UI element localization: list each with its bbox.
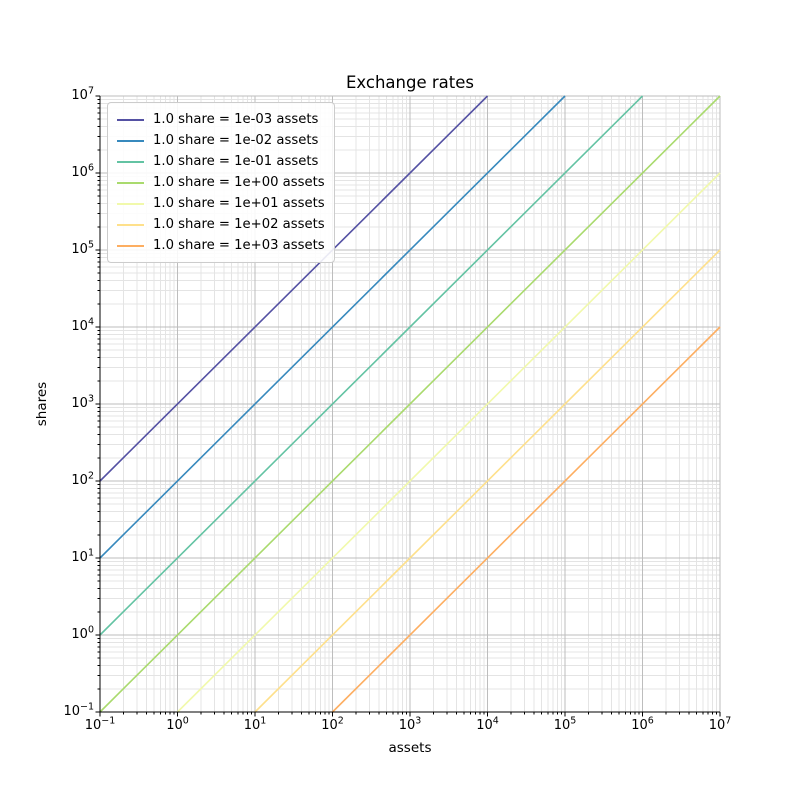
legend-entry-label: 1.0 share = 1e+03 assets [153, 238, 325, 253]
x-tick-label: 102 [321, 715, 344, 733]
legend-entry-label: 1.0 share = 1e+00 assets [153, 175, 325, 190]
legend-entry-label: 1.0 share = 1e-03 assets [153, 112, 319, 127]
x-tick-label: 10−1 [84, 715, 116, 733]
series-line-5 [254, 249, 721, 713]
y-tick-label: 100 [71, 624, 94, 642]
series-line-1 [99, 95, 566, 559]
x-tick-label: 100 [166, 715, 189, 733]
series-line-0 [99, 95, 489, 482]
legend-entry-1: 1.0 share = 1e-02 assets [117, 130, 325, 151]
legend-entry-label: 1.0 share = 1e+02 assets [153, 217, 325, 232]
series-line-4 [176, 172, 721, 713]
series-line-6 [331, 326, 721, 713]
x-tick-label: 104 [476, 715, 499, 733]
legend-entry-label: 1.0 share = 1e-01 assets [153, 154, 319, 169]
series-line-3 [99, 95, 721, 713]
legend-swatch-line [117, 202, 144, 205]
legend-swatch-line [117, 118, 144, 121]
legend-swatch-line [117, 244, 144, 247]
legend-entry-label: 1.0 share = 1e-02 assets [153, 133, 319, 148]
legend: 1.0 share = 1e-03 assets 1.0 share = 1e-0… [107, 102, 335, 263]
legend-entry-5: 1.0 share = 1e+02 assets [117, 214, 325, 235]
legend-swatch-line [117, 223, 144, 226]
y-axis-label: shares [34, 381, 50, 427]
legend-entry-4: 1.0 share = 1e+01 assets [117, 193, 325, 214]
y-tick-label: 10−1 [63, 701, 94, 719]
legend-swatch-line [117, 160, 144, 163]
legend-entry-0: 1.0 share = 1e-03 assets [117, 109, 325, 130]
y-tick-label: 102 [71, 470, 94, 488]
legend-entry-6: 1.0 share = 1e+03 assets [117, 235, 325, 256]
y-tick-label: 106 [71, 162, 94, 180]
y-tick-label: 103 [71, 393, 94, 411]
legend-swatch-line [117, 139, 144, 142]
legend-entry-2: 1.0 share = 1e-01 assets [117, 151, 325, 172]
x-tick-label: 107 [708, 715, 732, 733]
x-tick-label: 101 [243, 715, 267, 733]
y-tick-label: 105 [71, 239, 94, 257]
legend-swatch-line [117, 181, 144, 184]
y-tick-label: 101 [71, 547, 94, 565]
x-tick-label: 105 [553, 715, 577, 733]
chart-title: Exchange rates [346, 73, 474, 92]
y-tick-label: 107 [71, 85, 94, 103]
x-tick-label: 103 [398, 715, 422, 733]
x-tick-label: 106 [631, 715, 654, 733]
legend-entry-label: 1.0 share = 1e+01 assets [153, 196, 325, 211]
series-line-2 [99, 95, 644, 636]
legend-entry-3: 1.0 share = 1e+00 assets [117, 172, 325, 193]
x-axis-label: assets [388, 740, 432, 756]
y-tick-label: 104 [71, 316, 94, 334]
